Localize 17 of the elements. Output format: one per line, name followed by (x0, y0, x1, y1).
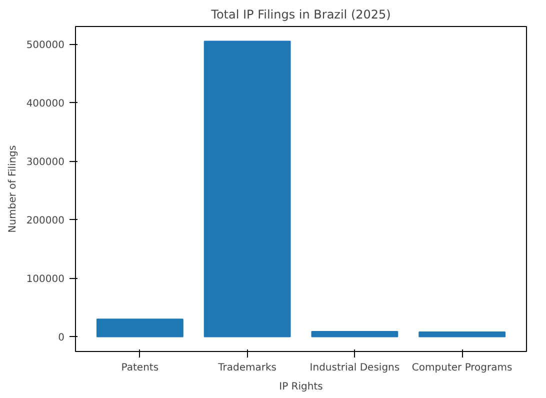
y-axis-title: Number of Filings (7, 145, 18, 233)
y-tick-label: 0 (58, 332, 65, 344)
y-tick-label: 300000 (26, 157, 65, 168)
x-tick-label: Industrial Designs (310, 362, 400, 374)
y-tick-label: 500000 (26, 40, 65, 52)
bar (204, 40, 291, 338)
y-tick-label: 200000 (26, 216, 65, 227)
x-tick-label: Patents (121, 362, 159, 374)
y-tick-label: 400000 (26, 98, 65, 110)
y-tick-label: 100000 (26, 274, 65, 286)
x-tick-label: Trademarks (217, 362, 276, 374)
x-tick-label: Computer Programs (412, 362, 512, 374)
bar (418, 332, 506, 338)
x-axis-title: IP Rights (279, 382, 323, 392)
chart-title: Total IP Filings in Brazil (2025) (210, 8, 391, 22)
bar (96, 318, 184, 338)
bar (311, 330, 398, 338)
